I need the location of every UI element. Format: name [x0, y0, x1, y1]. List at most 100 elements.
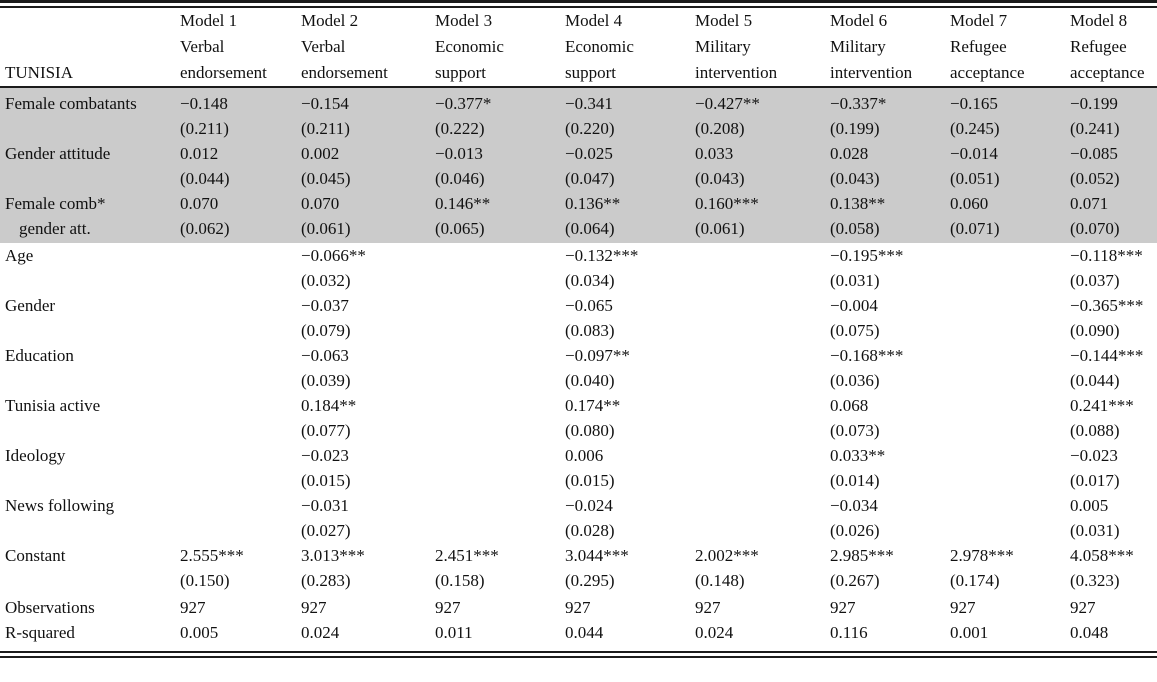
se-cell — [945, 268, 1065, 293]
se-row: (0.150) (0.283) (0.158) (0.295) (0.148) (0.26… — [0, 568, 1157, 593]
se-cell: (0.052) — [1065, 166, 1157, 191]
se-cell: (0.044) — [175, 166, 296, 191]
coef-cell: 0.068 — [830, 396, 869, 415]
column-header: Model 5 Military intervention — [690, 8, 825, 88]
coef-cell — [690, 493, 825, 518]
coef-cell — [690, 243, 825, 268]
se-cell — [175, 468, 296, 493]
header-row: TUNISIA Model 1 Verbal endorsement Model 2… — [0, 8, 1157, 88]
se-cell: (0.245) — [945, 116, 1065, 141]
coef-cell — [430, 343, 560, 368]
coef-cell: −0.037 — [301, 296, 349, 315]
dependent-variable: Refugee acceptance — [1070, 37, 1145, 82]
coef-cell: −0.014 — [945, 141, 1065, 166]
se-cell: (0.077) — [301, 421, 351, 440]
regression-table: TUNISIA Model 1 Verbal endorsement Model 2… — [0, 8, 1157, 645]
coef-cell: −0.377* — [430, 87, 560, 116]
se-cell — [945, 468, 1065, 493]
coef-cell: 0.005 — [1070, 496, 1109, 515]
coef-cell — [945, 243, 1065, 268]
stats-row: Observations 927 927 927 927 927 927 927 927 — [0, 593, 1157, 620]
se-cell — [945, 368, 1065, 393]
stat-cell: 0.024 — [695, 623, 734, 642]
row-label: Constant — [5, 546, 66, 565]
coef-cell — [945, 493, 1065, 518]
se-row: (0.027) (0.028) (0.026) (0.031) — [0, 518, 1157, 543]
coef-cell — [175, 493, 296, 518]
row-label-line2 — [0, 116, 175, 141]
row-label-line2 — [0, 368, 175, 393]
row-label-line2 — [0, 468, 175, 493]
dependent-variable: Refugee acceptance — [950, 37, 1025, 82]
se-cell: (0.044) — [1070, 371, 1120, 390]
coef-cell — [945, 393, 1065, 418]
coef-cell — [945, 343, 1065, 368]
column-header: Model 6 Military intervention — [825, 8, 945, 88]
coef-cell: −0.144*** — [1070, 346, 1144, 365]
row-label: Ideology — [5, 446, 66, 465]
coef-cell: −0.148 — [175, 87, 296, 116]
coef-cell: −0.065 — [565, 296, 613, 315]
se-cell: (0.037) — [1070, 271, 1120, 290]
stats-row: R-squared 0.005 0.024 0.011 0.044 0.024 0.116 0… — [0, 620, 1157, 645]
se-cell: (0.079) — [301, 321, 351, 340]
row-label: News following — [5, 496, 115, 515]
stat-cell: 927 — [180, 598, 206, 617]
coef-row: Gender −0.037 −0.065 −0.004 −0.365*** — [0, 293, 1157, 318]
se-cell — [430, 318, 560, 343]
coef-cell: 0.070 — [175, 191, 296, 216]
se-cell: (0.062) — [175, 216, 296, 243]
se-row: (0.044) (0.045) (0.046) (0.047) (0.043) (0.04… — [0, 166, 1157, 191]
se-cell: (0.064) — [560, 216, 690, 243]
se-cell: (0.017) — [1070, 471, 1120, 490]
se-cell: (0.031) — [830, 271, 880, 290]
coef-cell: −0.025 — [560, 141, 690, 166]
se-cell: (0.148) — [695, 571, 745, 590]
stat-cell: 0.044 — [565, 623, 604, 642]
se-cell: (0.241) — [1065, 116, 1157, 141]
se-row: (0.077) (0.080) (0.073) (0.088) — [0, 418, 1157, 443]
row-label: Gender attitude — [0, 141, 175, 166]
coef-cell — [175, 343, 296, 368]
coef-cell — [430, 293, 560, 318]
row-label-line2 — [0, 268, 175, 293]
coef-row: Age −0.066** −0.132*** −0.195*** −0.118*** — [0, 243, 1157, 268]
row-label-line2 — [0, 568, 175, 593]
coef-cell: −0.063 — [301, 346, 349, 365]
stat-cell: 0.005 — [180, 623, 219, 642]
dependent-variable: Military intervention — [830, 37, 913, 82]
dependent-variable: Economic support — [435, 37, 504, 82]
row-label-line2 — [0, 166, 175, 191]
se-cell: (0.031) — [1070, 521, 1120, 540]
stat-cell: 0.116 — [830, 623, 868, 642]
coef-cell — [945, 443, 1065, 468]
se-row: (0.079) (0.083) (0.075) (0.090) — [0, 318, 1157, 343]
stat-cell: 927 — [1070, 598, 1096, 617]
dependent-variable: Verbal endorsement — [301, 37, 388, 82]
row-label-line2 — [0, 518, 175, 543]
se-row: (0.039) (0.040) (0.036) (0.044) — [0, 368, 1157, 393]
coef-cell: 0.138** — [825, 191, 945, 216]
se-cell: (0.211) — [296, 116, 430, 141]
coef-cell: −0.013 — [430, 141, 560, 166]
se-cell: (0.039) — [301, 371, 351, 390]
coef-cell: −0.004 — [830, 296, 878, 315]
model-number: Model 7 — [950, 11, 1008, 30]
se-cell — [175, 518, 296, 543]
se-cell: (0.070) — [1065, 216, 1157, 243]
model-number: Model 2 — [301, 11, 359, 30]
se-cell: (0.014) — [830, 471, 880, 490]
coef-cell: −0.066** — [301, 246, 366, 265]
se-row: (0.015) (0.015) (0.014) (0.017) — [0, 468, 1157, 493]
se-cell: (0.323) — [1070, 571, 1120, 590]
coef-row: Tunisia active 0.184** 0.174** 0.068 0.241**… — [0, 393, 1157, 418]
column-header: Model 7 Refugee acceptance — [945, 8, 1065, 88]
se-cell: (0.267) — [830, 571, 880, 590]
coef-cell: 0.002 — [296, 141, 430, 166]
coef-cell: 0.060 — [945, 191, 1065, 216]
se-cell: (0.083) — [565, 321, 615, 340]
coef-cell: 0.136** — [560, 191, 690, 216]
se-cell — [690, 468, 825, 493]
se-cell: (0.208) — [690, 116, 825, 141]
stat-cell: 0.001 — [950, 623, 989, 642]
